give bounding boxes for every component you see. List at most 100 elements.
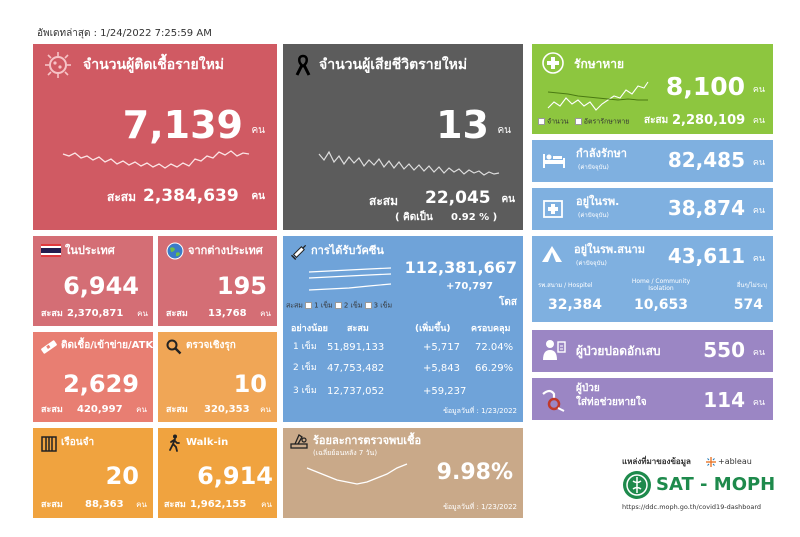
in-treatment-title: กำลังรักษา [576, 147, 627, 160]
in-hospital-unit: คน [752, 206, 765, 216]
virus-icon [45, 52, 71, 78]
prison-bars-icon [41, 436, 57, 452]
tableau-wordmark: +ableau [718, 457, 752, 466]
domestic-title: ในประเทศ [65, 244, 115, 257]
black-ribbon-icon [295, 54, 311, 76]
positivity-date-note: ข้อมูลวันที่ : 1/23/2022 [443, 503, 517, 511]
active-screening-card: ตรวจเชิงรุก 10 สะสม 320,353 คน [158, 332, 277, 422]
domestic-total: 2,370,871 [67, 308, 124, 319]
vaccine-row-total: 47,753,482 [327, 363, 385, 374]
vaccine-row-total: 12,737,052 [327, 386, 385, 397]
moph-emblem-icon [623, 471, 651, 499]
walking-person-icon [169, 434, 180, 452]
syringe-icon [290, 244, 307, 261]
imported-title: จากต่างประเทศ [188, 244, 263, 257]
atk-total-unit: คน [136, 405, 147, 414]
domestic-total-unit: คน [137, 309, 148, 318]
recovered-value: 8,100 [665, 72, 745, 101]
pneumonia-unit: คน [752, 348, 765, 358]
globe-icon [166, 242, 184, 260]
imported-value: 195 [216, 272, 267, 300]
vaccine-row-coverage: 66.29% [475, 363, 514, 374]
patient-icon [543, 340, 566, 360]
walkin-total-unit: คน [261, 500, 272, 509]
legend-dose1-label: 1 เข็ม [314, 301, 333, 310]
field-hospital-title: อยู่ในรพ.สนาม [574, 243, 645, 256]
new-deaths-title: จำนวนผู้เสียชีวิตรายใหม่ [319, 57, 468, 73]
vaccine-legend: สะสม 1 เข็ม 2 เข็ม 3 เข็ม [286, 302, 392, 310]
positivity-subtitle: (เฉลี่ยย้อนหลัง 7 วัน) [313, 449, 378, 457]
vaccine-head-coverage: ครอบคลุม [471, 324, 511, 334]
field-hospital-col2-value: 10,653 [634, 297, 689, 313]
vaccine-head-total: สะสม [347, 324, 369, 334]
test-kit-icon [41, 340, 57, 354]
field-hospital-col1-value: 32,384 [548, 297, 603, 313]
active-screening-value: 10 [233, 370, 267, 398]
domestic-value: 6,944 [63, 272, 139, 300]
new-cases-unit: คน [251, 125, 265, 136]
vaccine-increase: +70,797 [446, 281, 493, 292]
new-deaths-card: จำนวนผู้เสียชีวิตรายใหม่ 13 คน สะสม 22,0… [283, 44, 523, 230]
vaccine-card: การได้รับวัคซีน 112,381,667 +70,797 โดส … [283, 236, 523, 422]
in-hospital-card: อยู่ในรพ. (ค่าปัจจุบัน) 38,874 คน [532, 188, 773, 230]
source-url-link[interactable]: https://ddc.moph.go.th/covid19-dashboard [622, 503, 762, 511]
recovered-title: รักษาหาย [574, 57, 625, 71]
imported-total-label: สะสม [166, 309, 188, 319]
imported-total: 13,768 [208, 308, 247, 319]
hospital-bed-icon [543, 154, 565, 168]
field-hospital-value: 43,611 [667, 244, 745, 268]
new-cases-value: 7,139 [122, 103, 243, 147]
new-cases-title: จำนวนผู้ติดเชื้อรายใหม่ [83, 57, 225, 73]
vaccine-head-increase: (เพิ่มขึ้น) [415, 324, 451, 334]
prison-value: 20 [105, 462, 139, 490]
new-cases-total-label: สะสม [107, 190, 137, 204]
legend-dose2-label: 2 เข็ม [343, 301, 363, 310]
pneumonia-title: ผู้ป่วยปอดอักเสบ [576, 344, 661, 358]
active-screening-total-label: สะสม [166, 405, 188, 415]
vaccine-row-total: 51,891,133 [327, 342, 385, 353]
prison-card: เรือนจำ 20 สะสม 88,363 คน [33, 428, 153, 518]
ventilator-title-line1: ผู้ป่วย [576, 383, 600, 394]
field-hospital-col3-label: อื่นๆ/ไม่ระบุ [736, 282, 767, 289]
field-hospital-subtitle: (ค่าปัจจุบัน) [576, 260, 607, 267]
walkin-card: Walk-in 6,914 สะสม 1,962,155 คน [158, 428, 277, 518]
vaccine-row-dose: 3 เข็ม [293, 386, 317, 396]
magnifier-icon [166, 339, 182, 355]
recovered-total-label: สะสม [644, 115, 669, 126]
domestic-total-label: สะสม [41, 309, 63, 319]
last-updated-label: อัพเดทล่าสุด : 1/24/2022 7:25:59 AM [37, 28, 212, 39]
legend-dose3-label: 3 เข็ม [373, 301, 393, 310]
prison-total-unit: คน [136, 500, 147, 509]
in-treatment-value: 82,485 [667, 148, 745, 172]
vaccine-row-coverage: 72.04% [475, 342, 514, 353]
thai-flag-icon [41, 244, 61, 257]
new-cases-total-unit: คน [251, 191, 265, 202]
atk-total-label: สะสม [41, 405, 63, 415]
ventilator-card: ผู้ป่วย ใส่ท่อช่วยหายใจ 114 คน [532, 378, 773, 420]
walkin-total: 1,962,155 [190, 499, 247, 510]
pneumonia-card: ผู้ป่วยปอดอักเสบ 550 คน [532, 330, 773, 372]
new-deaths-total-label: สะสม [369, 194, 399, 208]
recovered-legend: จำนวน อัตรารักษาหาย [538, 118, 629, 126]
atk-value: 2,629 [63, 370, 139, 398]
walkin-total-label: สะสม [164, 500, 186, 510]
vaccine-trend-chart [308, 267, 392, 291]
active-screening-total-unit: คน [260, 405, 271, 414]
ventilator-icon [542, 389, 565, 412]
tableau-logo-icon [706, 457, 716, 467]
medical-cross-icon [542, 52, 564, 74]
vaccine-head-min: อย่างน้อย [291, 324, 328, 334]
field-hospital-col1-label: รพ.สนาม / Hospitel [538, 282, 593, 289]
positivity-value: 9.98% [436, 460, 513, 485]
walkin-title: Walk-in [186, 437, 229, 448]
new-deaths-total-unit: คน [501, 194, 515, 205]
death-rate-value: 0.92 % ) [451, 212, 498, 223]
field-hospital-card: อยู่ในรพ.สนาม (ค่าปัจจุบัน) 43,611 คน รพ… [532, 236, 773, 322]
vaccine-date-note: ข้อมูลวันที่ : 1/23/2022 [443, 407, 517, 415]
tent-icon [542, 246, 562, 262]
recovered-trend-chart [547, 81, 649, 111]
new-deaths-trend-chart [318, 150, 500, 176]
source-label: แหล่งที่มาของข้อมูล [622, 457, 691, 466]
recovered-total: 2,280,109 [672, 113, 746, 128]
recovered-total-unit: คน [752, 116, 765, 126]
